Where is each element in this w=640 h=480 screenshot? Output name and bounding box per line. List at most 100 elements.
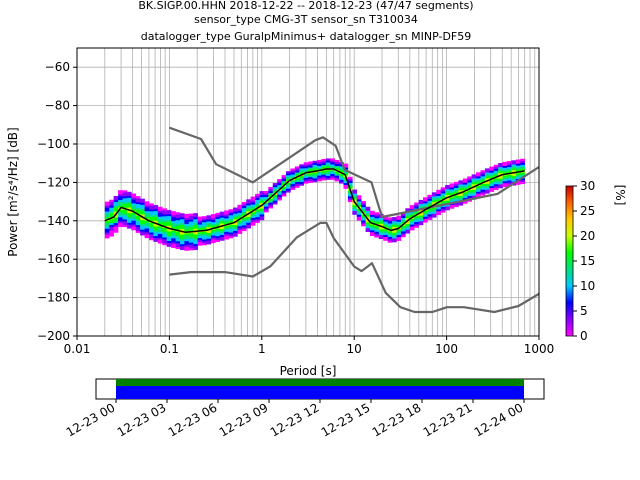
heatmap-cell — [334, 173, 340, 176]
heatmap-cell — [272, 188, 278, 192]
heatmap-cell — [515, 159, 521, 162]
heatmap-cell — [467, 176, 472, 179]
heatmap-cell — [365, 210, 371, 213]
heatmap-cell — [144, 210, 150, 214]
heatmap-cell — [171, 234, 176, 237]
heatmap-cell — [179, 224, 185, 227]
timeline-tick-label: 12-23 06 — [166, 400, 220, 439]
heatmap-cell — [171, 222, 176, 225]
heatmap-cell — [206, 219, 212, 222]
heatmap-cell — [387, 227, 393, 230]
timeline-tick-label: 12-23 00 — [64, 400, 118, 439]
heatmap-cell — [471, 174, 477, 177]
heatmap-cell — [193, 247, 198, 250]
heatmap-cell — [520, 158, 525, 161]
heatmap-cell — [113, 230, 119, 233]
heatmap-cell — [303, 162, 309, 165]
heatmap-cell — [149, 237, 154, 241]
heatmap-cell — [153, 216, 159, 219]
heatmap-cell — [414, 202, 419, 205]
heatmap-cell — [502, 175, 508, 178]
heatmap-cell — [392, 220, 397, 224]
heatmap-cell — [436, 189, 442, 193]
heatmap-cell — [140, 227, 145, 230]
heatmap-cell — [286, 178, 291, 182]
heatmap-cell — [303, 166, 309, 169]
heatmap-cell — [166, 210, 172, 213]
heatmap-cell — [484, 174, 490, 177]
heatmap-cell — [418, 222, 424, 226]
heatmap-cell — [427, 194, 433, 198]
heatmap-cell — [166, 229, 172, 232]
heatmap-cell — [489, 185, 495, 189]
heatmap-cell — [219, 213, 225, 216]
heatmap-cell — [361, 204, 366, 208]
heatmap-cell — [157, 220, 163, 223]
heatmap-cell — [171, 236, 176, 239]
heatmap-cell — [294, 181, 300, 184]
heatmap-cell — [502, 184, 508, 188]
heatmap-cell — [449, 191, 455, 194]
heatmap-cell — [520, 162, 525, 165]
heatmap-cell — [175, 221, 181, 225]
heatmap-cell — [113, 228, 119, 231]
heatmap-cell — [392, 238, 397, 241]
heatmap-cell — [299, 171, 305, 175]
heatmap-cell — [157, 222, 163, 225]
heatmap-cell — [118, 195, 123, 199]
heatmap-cell — [104, 236, 110, 239]
heatmap-cell — [347, 184, 353, 187]
heatmap-cell — [493, 178, 499, 181]
heatmap-cell — [453, 183, 459, 187]
heatmap-cell — [206, 240, 212, 243]
heatmap-cell — [418, 205, 424, 208]
heatmap-cell — [507, 162, 512, 166]
heatmap-cell — [409, 222, 415, 225]
heatmap-cell — [259, 196, 265, 200]
heatmap-cell — [140, 225, 145, 228]
heatmap-cell — [347, 178, 353, 181]
heatmap-cell — [122, 221, 128, 224]
heatmap-cell — [418, 199, 424, 203]
heatmap-cell — [241, 225, 247, 228]
heatmap-cell — [418, 215, 424, 218]
heatmap-cell — [383, 219, 388, 222]
heatmap-cell — [480, 193, 486, 196]
heatmap-cell — [179, 222, 185, 226]
colorbar-tick-label: 5 — [580, 304, 588, 318]
heatmap-cell — [210, 219, 216, 223]
heatmap-cell — [135, 203, 141, 207]
heatmap-cell — [135, 199, 141, 203]
heatmap-cell — [166, 236, 172, 240]
heatmap-cell — [215, 235, 221, 239]
x-tick-label: 100 — [435, 342, 458, 356]
heatmap-cell — [445, 185, 450, 188]
heatmap-cell — [113, 211, 119, 214]
heatmap-cell — [135, 211, 141, 214]
heatmap-cell — [343, 184, 349, 187]
heatmap-cell — [445, 206, 450, 209]
heatmap-cell — [153, 218, 159, 221]
heatmap-cell — [149, 203, 154, 206]
heatmap-cell — [365, 225, 371, 229]
heatmap-cell — [484, 191, 490, 194]
heatmap-cell — [135, 207, 141, 210]
heatmap-cell — [241, 203, 247, 207]
heatmap-cell — [343, 165, 349, 168]
heatmap-cell — [193, 226, 198, 229]
heatmap-cell — [188, 248, 194, 251]
heatmap-cell — [405, 221, 411, 224]
heatmap-cell — [427, 198, 433, 201]
heatmap-cell — [427, 202, 433, 205]
heatmap-cell — [179, 242, 185, 245]
heatmap-cell — [113, 219, 119, 222]
heatmap-cell — [374, 235, 380, 238]
heatmap-cell — [113, 209, 119, 212]
heatmap-cell — [369, 220, 375, 223]
heatmap-cell — [308, 169, 313, 172]
heatmap-cell — [308, 167, 313, 170]
heatmap-cell — [365, 216, 371, 219]
heatmap-cell — [462, 180, 468, 183]
heatmap-cell — [462, 178, 468, 181]
